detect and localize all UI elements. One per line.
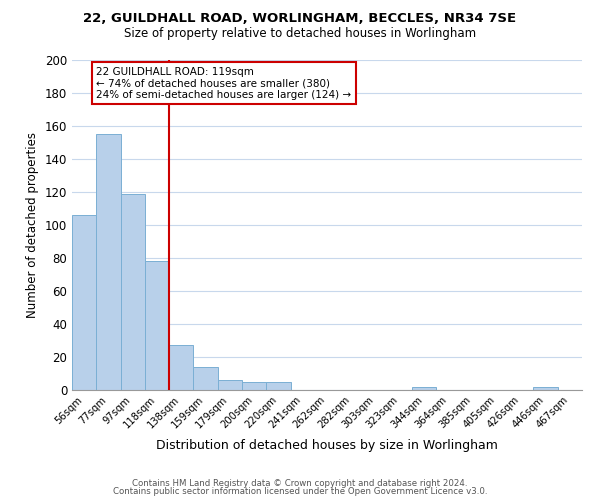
Bar — [218, 380, 242, 390]
Text: Contains HM Land Registry data © Crown copyright and database right 2024.: Contains HM Land Registry data © Crown c… — [132, 478, 468, 488]
Bar — [72, 215, 96, 390]
Bar — [242, 382, 266, 390]
Bar — [266, 382, 290, 390]
Bar — [145, 262, 169, 390]
Text: Contains public sector information licensed under the Open Government Licence v3: Contains public sector information licen… — [113, 487, 487, 496]
Bar — [533, 386, 558, 390]
Bar — [121, 194, 145, 390]
Bar — [412, 386, 436, 390]
Bar — [96, 134, 121, 390]
Text: 22 GUILDHALL ROAD: 119sqm
← 74% of detached houses are smaller (380)
24% of semi: 22 GUILDHALL ROAD: 119sqm ← 74% of detac… — [96, 66, 352, 100]
Bar — [193, 367, 218, 390]
Bar — [169, 346, 193, 390]
Text: Size of property relative to detached houses in Worlingham: Size of property relative to detached ho… — [124, 28, 476, 40]
Text: 22, GUILDHALL ROAD, WORLINGHAM, BECCLES, NR34 7SE: 22, GUILDHALL ROAD, WORLINGHAM, BECCLES,… — [83, 12, 517, 26]
X-axis label: Distribution of detached houses by size in Worlingham: Distribution of detached houses by size … — [156, 439, 498, 452]
Y-axis label: Number of detached properties: Number of detached properties — [26, 132, 39, 318]
